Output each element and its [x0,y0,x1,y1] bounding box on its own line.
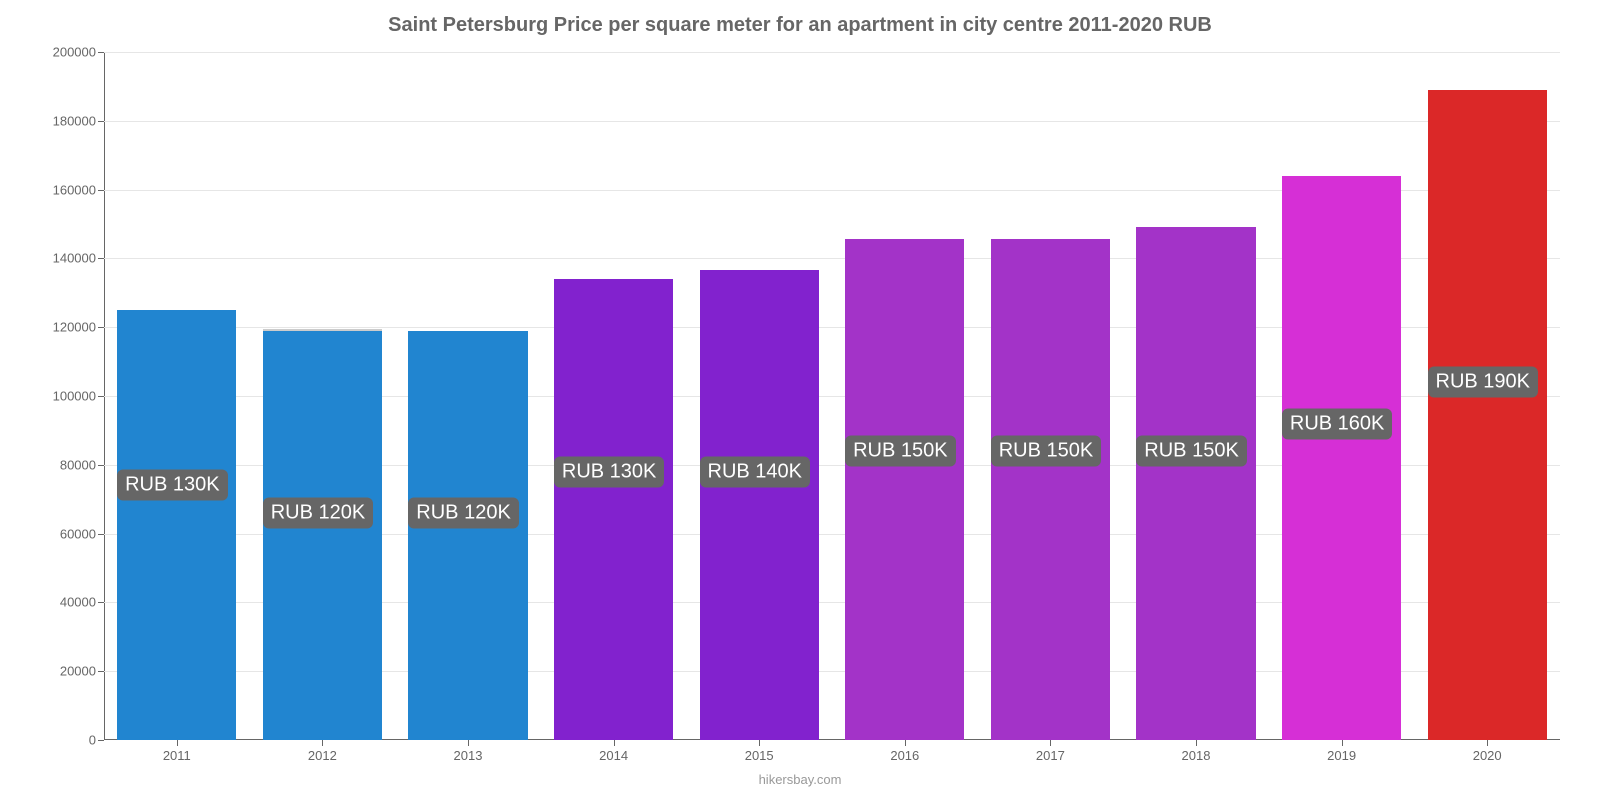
x-tick-mark [177,740,178,746]
y-tick-mark [98,52,104,53]
x-tick-label: 2015 [745,748,774,763]
x-tick-label: 2014 [599,748,628,763]
x-tick-label: 2019 [1327,748,1356,763]
x-tick-mark [905,740,906,746]
bar [845,239,964,740]
bar [263,329,382,740]
bar [408,331,527,740]
y-tick-label: 140000 [53,251,96,266]
y-tick-mark [98,465,104,466]
value-label: RUB 150K [1136,436,1247,467]
chart-caption: hikersbay.com [0,772,1600,787]
x-tick-mark [468,740,469,746]
bar-top-accent [263,329,382,331]
bar [1282,176,1401,740]
value-label: RUB 190K [1428,367,1539,398]
y-tick-label: 40000 [60,595,96,610]
value-label: RUB 160K [1282,408,1393,439]
gridline [104,52,1560,53]
x-tick-mark [1050,740,1051,746]
y-tick-mark [98,671,104,672]
x-tick-label: 2020 [1473,748,1502,763]
y-tick-mark [98,534,104,535]
bar [1136,227,1255,740]
x-tick-label: 2013 [454,748,483,763]
bar [554,279,673,740]
y-tick-mark [98,740,104,741]
x-tick-mark [759,740,760,746]
x-tick-mark [1196,740,1197,746]
bar [700,270,819,740]
value-label: RUB 140K [700,456,811,487]
bar [117,310,236,740]
y-tick-mark [98,121,104,122]
y-tick-label: 60000 [60,526,96,541]
value-label: RUB 150K [845,436,956,467]
y-tick-label: 160000 [53,182,96,197]
bar [1428,90,1547,740]
x-tick-mark [614,740,615,746]
x-tick-label: 2016 [890,748,919,763]
x-tick-mark [1342,740,1343,746]
x-tick-mark [1487,740,1488,746]
plot-area: 0200004000060000800001000001200001400001… [104,52,1560,740]
y-tick-label: 120000 [53,320,96,335]
y-tick-label: 100000 [53,389,96,404]
x-tick-label: 2012 [308,748,337,763]
x-tick-label: 2018 [1182,748,1211,763]
bar [991,239,1110,740]
x-tick-mark [322,740,323,746]
value-label: RUB 130K [554,456,665,487]
y-tick-label: 0 [89,733,96,748]
value-label: RUB 120K [408,497,519,528]
y-tick-label: 80000 [60,457,96,472]
chart-container: Saint Petersburg Price per square meter … [0,0,1600,800]
y-tick-label: 180000 [53,113,96,128]
x-tick-label: 2011 [163,748,191,763]
value-label: RUB 120K [263,497,374,528]
x-tick-label: 2017 [1036,748,1065,763]
value-label: RUB 150K [991,436,1102,467]
y-tick-mark [98,190,104,191]
y-tick-mark [98,258,104,259]
y-tick-mark [98,396,104,397]
y-tick-mark [98,327,104,328]
y-tick-label: 20000 [60,664,96,679]
gridline [104,121,1560,122]
y-tick-mark [98,602,104,603]
value-label: RUB 130K [117,470,228,501]
y-tick-label: 200000 [53,45,96,60]
chart-title: Saint Petersburg Price per square meter … [0,14,1600,37]
